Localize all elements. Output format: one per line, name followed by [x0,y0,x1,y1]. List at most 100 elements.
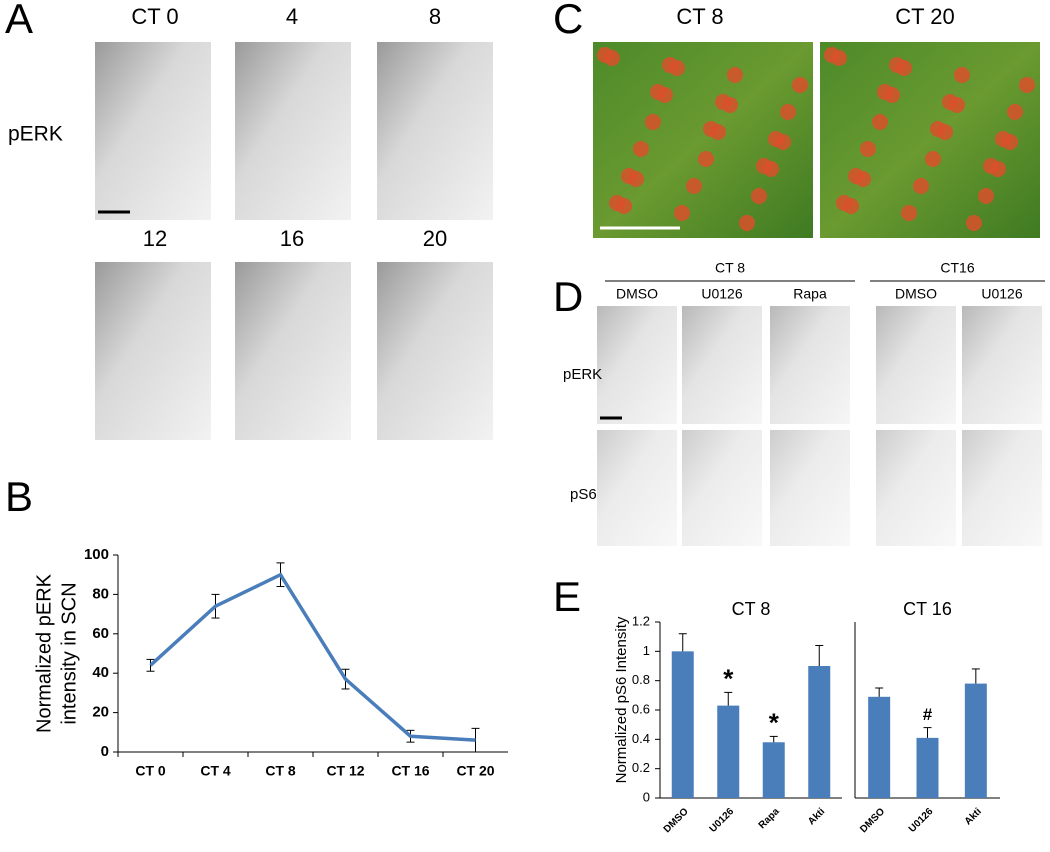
x-tick-label: CT 20 [456,763,494,779]
cell [896,60,912,76]
condition-label: U0126 [701,286,742,302]
panel-label: B [5,473,33,520]
image-title: 4 [286,4,298,29]
y-tick-label: 0.6 [632,701,650,716]
bar [868,696,891,798]
y-tick-label: 0.4 [632,731,650,746]
cell [954,67,970,83]
y-tick-label: 0.8 [632,672,650,687]
cell [901,205,917,221]
group-title: CT 16 [903,599,952,619]
image-title: 16 [280,226,304,251]
bar [717,705,740,798]
cell [843,198,859,214]
micrograph [876,430,956,546]
cell [763,161,779,177]
error-bar [923,727,932,738]
cell [978,188,994,204]
error-bar [678,633,687,652]
cell [831,50,847,66]
image-title: 8 [429,4,441,29]
group-title: CT16 [940,260,974,276]
cell [698,151,714,167]
panel-label: C [553,0,583,42]
micrograph [876,306,956,424]
cell [657,87,673,103]
x-tick-label: CT 8 [265,763,296,779]
cell [604,50,620,66]
annotation: * [769,707,780,737]
x-tick-label: DMSO [662,806,691,835]
cell [937,124,953,140]
x-tick-label: U0126 [708,806,737,835]
cell [616,198,632,214]
micrograph [682,306,762,424]
y-tick-label: 1.2 [632,613,650,628]
cell [645,114,661,130]
cell [633,141,649,157]
x-tick-label: U0126 [907,806,936,835]
micrograph [235,262,351,440]
micrograph [682,430,762,546]
x-tick-label: CT 16 [391,763,429,779]
cell [1002,134,1018,150]
cell [913,178,929,194]
x-tick-label: Akti [963,806,984,827]
x-tick-label: DMSO [858,806,887,835]
cell [722,97,738,113]
x-tick-label: Rapa [757,806,782,831]
error-bar [971,668,980,684]
panel-label: E [553,573,581,620]
cell [775,134,791,150]
y-axis-label: Normalized pS6 Intensity [613,616,630,783]
error-bar [875,687,884,697]
cell [872,114,888,130]
micrograph [770,306,850,424]
y-tick-label: 40 [92,664,109,681]
cell [949,97,965,113]
condition-label: DMSO [895,286,937,302]
cell [674,205,690,221]
error-bar [815,644,824,666]
bar [964,683,987,798]
cell [751,188,767,204]
row-label: pS6 [570,486,597,503]
image-title: 12 [143,226,167,251]
cell [990,161,1006,177]
error-bar [769,735,778,743]
image-title: CT 20 [895,4,955,29]
cell [628,171,644,187]
micrograph [95,42,211,220]
y-tick-label: 0 [643,789,650,804]
x-tick-label: CT 4 [200,763,231,779]
micrograph [377,42,493,220]
cell [710,124,726,140]
cell [884,87,900,103]
group-title: CT 8 [732,599,771,619]
cell [792,77,808,93]
row-label: pERK [8,123,63,146]
image-title: CT 0 [131,4,178,29]
bar [671,651,694,798]
image-title: 20 [423,226,447,251]
condition-label: DMSO [616,286,658,302]
y-axis-label: Normalized pERK [33,573,55,733]
y-tick-label: 60 [92,625,109,642]
y-axis-label: intensity in SCN [58,582,80,724]
micrograph [962,306,1042,424]
annotation: # [923,705,933,724]
bar [916,737,939,798]
micrograph [597,306,677,424]
cell [925,151,941,167]
micrograph [95,262,211,440]
y-tick-label: 80 [92,585,109,602]
cell [780,104,796,120]
cell [739,215,755,231]
bar [762,742,785,798]
cell [1019,77,1035,93]
micrograph [235,42,351,220]
cell [1007,104,1023,120]
condition-label: Rapa [793,286,827,302]
cell [727,67,743,83]
y-tick-label: 0 [101,743,109,760]
